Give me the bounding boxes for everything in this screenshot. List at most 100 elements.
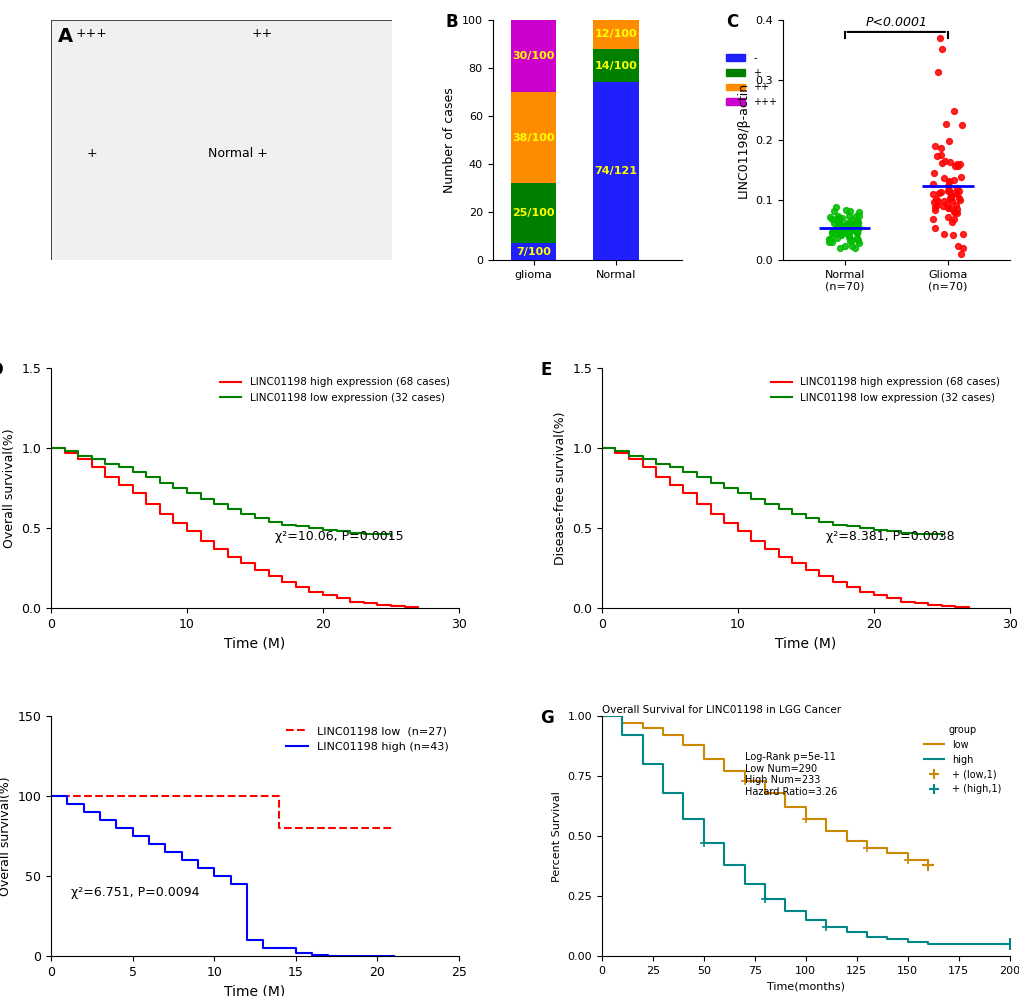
Text: C: C bbox=[726, 13, 738, 31]
high bbox=[1003, 938, 1015, 950]
Point bbox=[841, 233, 857, 249]
Point bbox=[941, 190, 957, 206]
Point bbox=[947, 196, 963, 212]
Bar bbox=[511, 20, 555, 92]
Point bbox=[941, 182, 957, 198]
Point bbox=[848, 225, 864, 241]
Point bbox=[829, 215, 846, 231]
Text: +: + bbox=[87, 147, 97, 160]
Point bbox=[820, 231, 837, 247]
Text: A: A bbox=[58, 27, 73, 46]
high bbox=[819, 921, 832, 933]
Point bbox=[827, 230, 844, 246]
Point bbox=[828, 220, 845, 236]
Point bbox=[954, 240, 970, 256]
Text: 14/100: 14/100 bbox=[594, 61, 637, 71]
Point bbox=[942, 200, 958, 216]
Point bbox=[943, 193, 959, 209]
Point bbox=[924, 186, 941, 202]
high bbox=[615, 729, 628, 741]
Point bbox=[948, 185, 964, 201]
high bbox=[860, 931, 872, 943]
Point bbox=[936, 117, 953, 132]
Point bbox=[839, 218, 855, 234]
high bbox=[901, 936, 913, 948]
high bbox=[962, 938, 974, 950]
Point bbox=[928, 148, 945, 164]
Point bbox=[838, 215, 854, 231]
Point bbox=[843, 219, 859, 235]
Text: 25/100: 25/100 bbox=[512, 208, 554, 218]
Point bbox=[848, 224, 864, 240]
high bbox=[697, 838, 709, 850]
Point bbox=[941, 154, 957, 170]
Point bbox=[844, 232, 860, 248]
Point bbox=[828, 212, 845, 228]
Text: P<0.0001: P<0.0001 bbox=[864, 16, 926, 29]
Point bbox=[850, 204, 866, 220]
Bar bbox=[593, 20, 638, 49]
Point bbox=[944, 227, 960, 243]
Point bbox=[846, 221, 862, 237]
Point bbox=[951, 156, 967, 172]
Point bbox=[821, 209, 838, 225]
Y-axis label: Overall survival(%): Overall survival(%) bbox=[3, 428, 15, 548]
Point bbox=[850, 208, 866, 224]
Point bbox=[825, 203, 842, 219]
Point bbox=[833, 227, 849, 243]
low bbox=[921, 859, 933, 871]
Y-axis label: Number of cases: Number of cases bbox=[443, 87, 455, 193]
Text: 7/100: 7/100 bbox=[516, 247, 550, 257]
Text: F: F bbox=[0, 709, 1, 727]
Point bbox=[841, 202, 857, 218]
X-axis label: Time (M): Time (M) bbox=[774, 636, 836, 650]
high bbox=[677, 814, 689, 826]
X-axis label: Time (M): Time (M) bbox=[224, 636, 285, 650]
Point bbox=[849, 215, 865, 231]
Point bbox=[942, 188, 958, 204]
Point bbox=[823, 225, 840, 241]
Point bbox=[850, 235, 866, 251]
Point bbox=[943, 214, 959, 230]
Point bbox=[845, 215, 861, 231]
Text: Normal +: Normal + bbox=[208, 147, 268, 160]
low bbox=[717, 765, 730, 777]
Point bbox=[848, 213, 864, 229]
low bbox=[595, 710, 607, 722]
high bbox=[738, 878, 750, 890]
Bar bbox=[511, 183, 555, 243]
Y-axis label: Disease-free survival(%): Disease-free survival(%) bbox=[553, 411, 566, 565]
Point bbox=[934, 170, 951, 186]
Legend: LINC01198 low  (n=27), LINC01198 high (n=43): LINC01198 low (n=27), LINC01198 high (n=… bbox=[281, 722, 453, 756]
Point bbox=[925, 138, 942, 154]
Text: Overall Survival for LINC01198 in LGG Cancer: Overall Survival for LINC01198 in LGG Ca… bbox=[601, 705, 840, 715]
Point bbox=[947, 204, 963, 220]
Text: χ²=10.06, P=0.0015: χ²=10.06, P=0.0015 bbox=[275, 530, 404, 543]
high bbox=[717, 859, 730, 871]
X-axis label: Time (M): Time (M) bbox=[224, 984, 285, 996]
Point bbox=[945, 185, 961, 201]
Text: +++: +++ bbox=[75, 27, 108, 40]
low bbox=[677, 739, 689, 751]
Point bbox=[841, 218, 857, 234]
Point bbox=[841, 217, 857, 233]
Point bbox=[928, 64, 945, 80]
high bbox=[982, 938, 995, 950]
low bbox=[799, 814, 811, 826]
Point bbox=[933, 197, 950, 213]
Point bbox=[948, 155, 964, 171]
Point bbox=[940, 183, 956, 199]
Point bbox=[949, 158, 965, 174]
X-axis label: Time(months): Time(months) bbox=[766, 981, 844, 991]
Point bbox=[843, 238, 859, 254]
low bbox=[656, 729, 668, 741]
Point bbox=[949, 179, 965, 195]
Point bbox=[951, 192, 967, 208]
Point bbox=[820, 231, 837, 247]
Y-axis label: Overall survival(%): Overall survival(%) bbox=[0, 776, 12, 896]
Text: 74/121: 74/121 bbox=[594, 166, 637, 176]
Point bbox=[828, 208, 845, 224]
Point bbox=[934, 192, 951, 208]
Point bbox=[936, 153, 953, 169]
Point bbox=[954, 226, 970, 242]
